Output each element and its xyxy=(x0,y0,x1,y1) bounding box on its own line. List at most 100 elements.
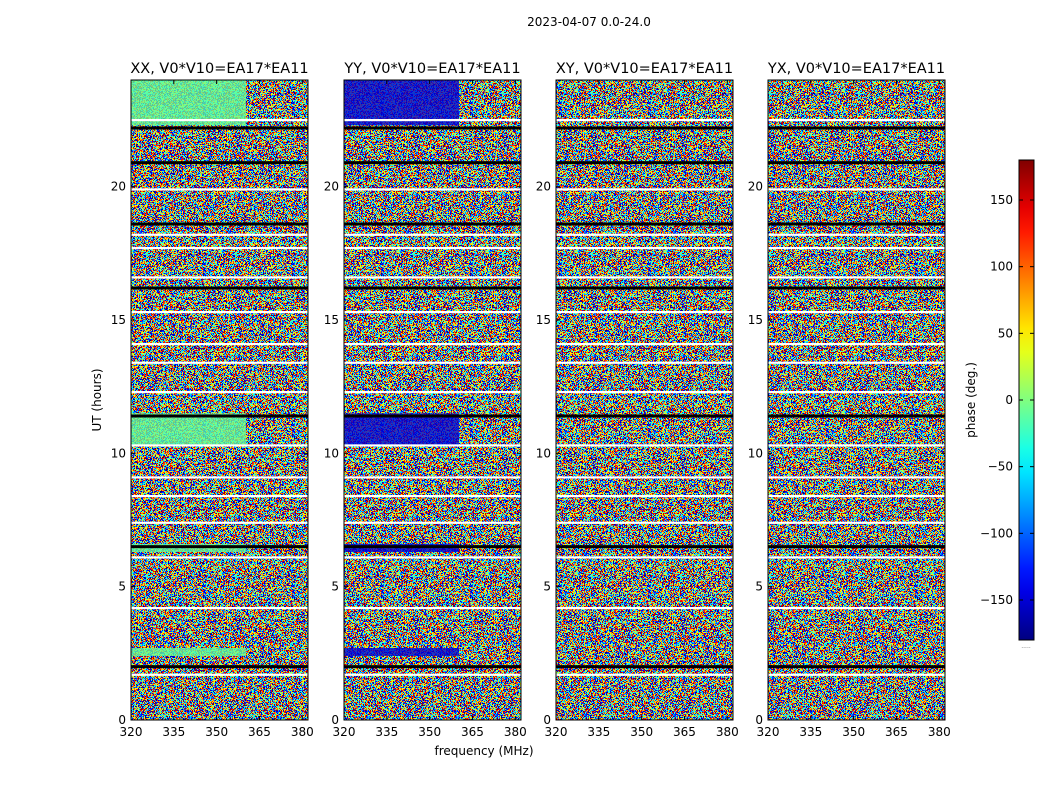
flagged-gap xyxy=(344,276,521,279)
flagged-gap xyxy=(131,391,308,394)
flagged-gap xyxy=(556,556,733,559)
x-tick-label: 350 xyxy=(842,725,865,739)
y-tick-label: 5 xyxy=(118,580,126,594)
colorbar-tick-label: 150 xyxy=(990,193,1013,207)
no-data-row xyxy=(131,126,308,130)
no-data-row xyxy=(556,665,733,669)
flagged-gap xyxy=(556,391,733,394)
flagged-gap xyxy=(768,476,945,479)
flagged-gap xyxy=(131,119,308,122)
flagged-gap xyxy=(344,495,521,498)
flagged-gap xyxy=(344,673,521,676)
x-tick-label: 350 xyxy=(418,725,441,739)
flagged-gap xyxy=(131,361,308,364)
panel-1: XX, V0*V10=EA17*EA11 320 335 350 365 380 0 5 10 1… xyxy=(111,61,314,739)
x-tick-label: 350 xyxy=(205,725,228,739)
flagged-gap xyxy=(768,556,945,559)
flagged-gap xyxy=(768,673,945,676)
coherent-band xyxy=(131,648,247,656)
x-tick-label: 380 xyxy=(291,725,314,739)
colorbar-tick-label: −50 xyxy=(988,460,1013,474)
flagged-gap xyxy=(344,391,521,394)
no-data-row xyxy=(344,222,521,226)
flagged-gap xyxy=(556,188,733,191)
flagged-gap xyxy=(768,343,945,346)
flagged-gap xyxy=(131,556,308,559)
y-tick-label: 15 xyxy=(111,313,126,327)
no-data-row xyxy=(768,414,945,418)
flagged-gap xyxy=(768,233,945,236)
flagged-gap xyxy=(131,233,308,236)
flagged-gap xyxy=(131,607,308,610)
flagged-gap xyxy=(556,233,733,236)
flagged-gap xyxy=(768,444,945,447)
colorbar-label: phase (deg.) xyxy=(964,362,978,438)
x-axis-label: frequency (MHz) xyxy=(434,744,533,758)
y-tick-label: 5 xyxy=(543,580,551,594)
coherent-band xyxy=(344,648,460,656)
colorbar-tick-label: 0 xyxy=(1005,393,1013,407)
phase-heatmap xyxy=(131,80,308,720)
no-data-row xyxy=(131,286,308,290)
y-tick-label: 0 xyxy=(543,713,551,727)
flagged-gap xyxy=(344,476,521,479)
x-tick-label: 365 xyxy=(673,725,696,739)
x-tick-label: 380 xyxy=(928,725,951,739)
y-tick-label: 10 xyxy=(111,446,126,460)
flagged-gap xyxy=(768,311,945,314)
flagged-gap xyxy=(768,607,945,610)
panel-2: YY, V0*V10=EA17*EA11 320 335 350 365 380 0 5 10 1… xyxy=(324,61,527,739)
flagged-gap xyxy=(131,247,308,250)
y-tick-label: 10 xyxy=(324,446,339,460)
flagged-gap xyxy=(131,444,308,447)
flagged-gap xyxy=(556,343,733,346)
flagged-gap xyxy=(344,233,521,236)
panel-4: YX, V0*V10=EA17*EA11 320 335 350 365 380 0 5 10 1… xyxy=(748,61,951,739)
no-data-row xyxy=(131,222,308,226)
flagged-gap xyxy=(344,188,521,191)
no-data-row xyxy=(344,126,521,130)
flagged-gap xyxy=(556,607,733,610)
x-tick-label: 365 xyxy=(885,725,908,739)
no-data-row xyxy=(131,414,308,418)
panel-frame xyxy=(555,79,734,721)
panel-title: XY, V0*V10=EA17*EA11 xyxy=(556,61,733,77)
y-tick-label: 5 xyxy=(755,580,763,594)
colorbar-tick-label: −150 xyxy=(980,593,1013,607)
flagged-gap xyxy=(131,521,308,524)
colorbar-tick-label: 100 xyxy=(990,260,1013,274)
y-tick-label: 15 xyxy=(536,313,551,327)
no-data-row xyxy=(131,545,308,549)
colorbar: 150 100 50 0 −50 −100 −150 xyxy=(980,159,1035,641)
x-tick-label: 350 xyxy=(630,725,653,739)
flagged-gap xyxy=(768,188,945,191)
flagged-gap xyxy=(556,444,733,447)
panel-frame xyxy=(767,79,946,721)
no-data-row xyxy=(344,161,521,165)
flagged-gap xyxy=(344,521,521,524)
flagged-gap xyxy=(768,276,945,279)
flagged-gap xyxy=(344,607,521,610)
panel-frame xyxy=(130,79,309,721)
flagged-gap xyxy=(131,343,308,346)
no-data-row xyxy=(768,161,945,165)
flagged-gap xyxy=(768,119,945,122)
coherent-band xyxy=(131,80,247,126)
flagged-gap xyxy=(768,247,945,250)
flagged-gap xyxy=(768,495,945,498)
flagged-gap xyxy=(344,343,521,346)
y-axis-label: UT (hours) xyxy=(90,368,104,431)
colorbar-tick-label: 50 xyxy=(998,326,1013,340)
y-tick-label: 20 xyxy=(536,180,551,194)
x-tick-label: 335 xyxy=(375,725,398,739)
no-data-row xyxy=(344,286,521,290)
panel-title: XX, V0*V10=EA17*EA11 xyxy=(130,61,308,77)
coherent-band xyxy=(131,413,247,446)
no-data-row xyxy=(556,222,733,226)
flagged-gap xyxy=(556,495,733,498)
flagged-gap xyxy=(344,119,521,122)
figure-title: 2023-04-07 0.0-24.0 xyxy=(527,15,651,29)
x-tick-label: 365 xyxy=(248,725,271,739)
flagged-gap xyxy=(556,311,733,314)
